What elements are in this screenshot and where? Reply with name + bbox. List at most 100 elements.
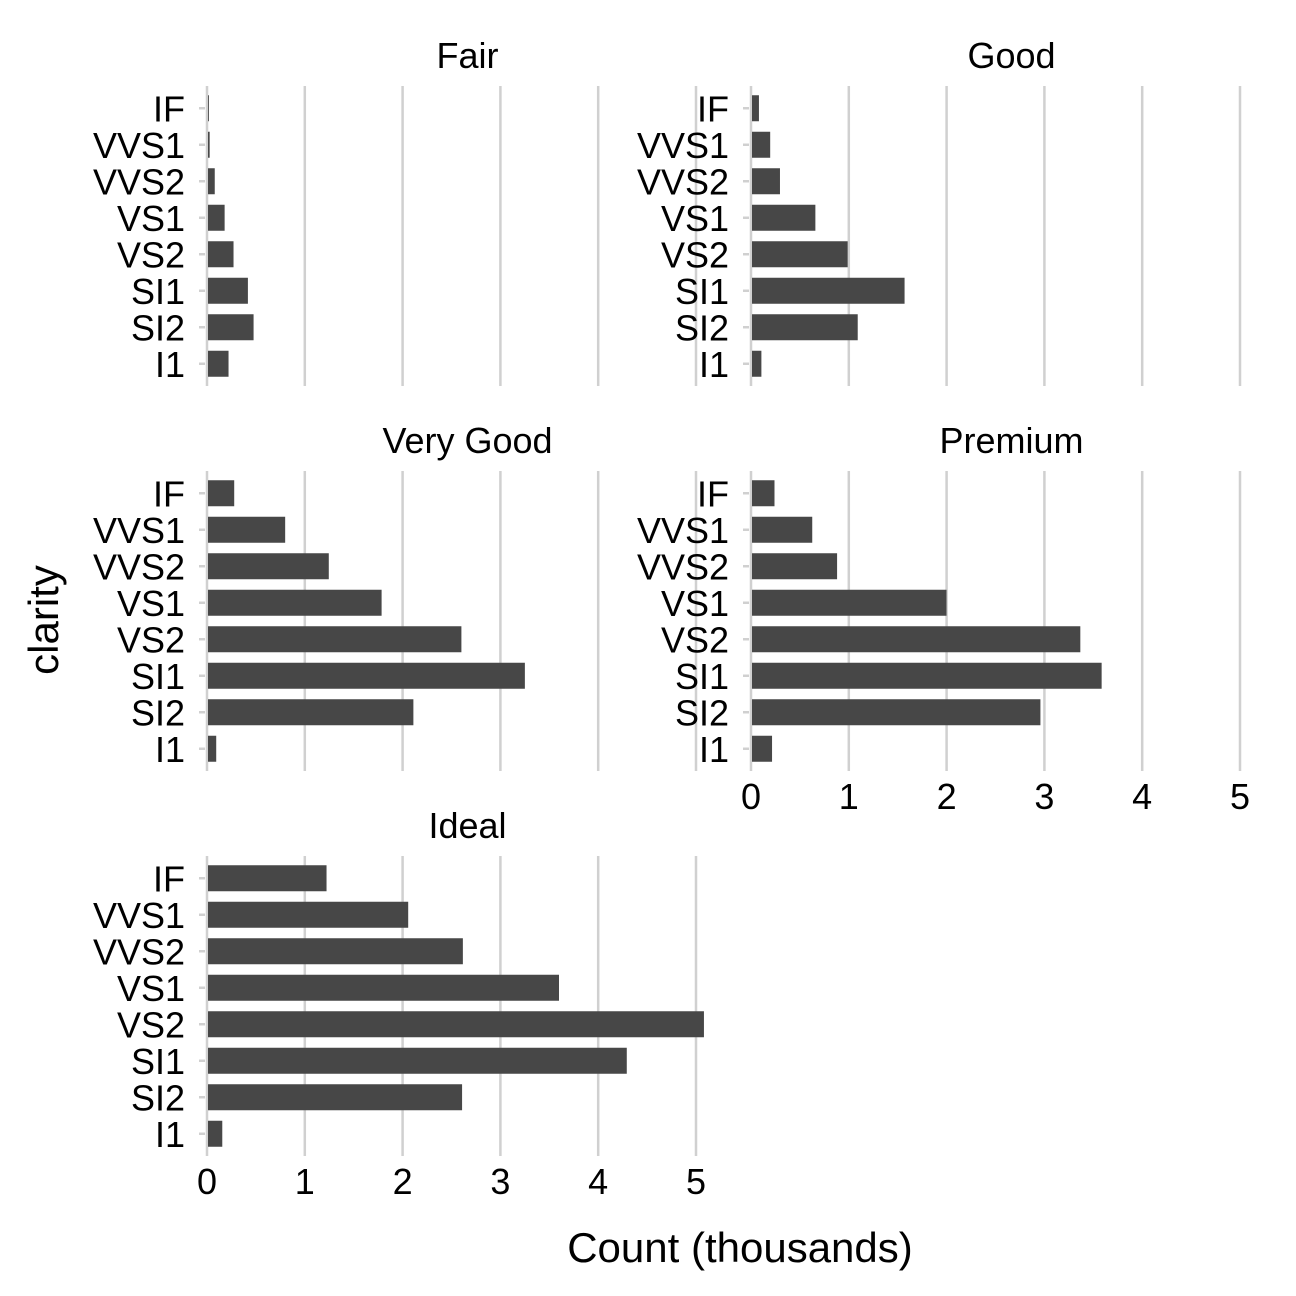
- y-tick-label-i1: I1: [155, 1114, 185, 1155]
- bar-good-si1: [752, 277, 905, 304]
- y-tick-label-vvs1: VVS1: [93, 510, 185, 551]
- x-tick-label-premium-4: 4: [1132, 776, 1152, 817]
- bar-ideal-vvs2: [208, 938, 463, 965]
- y-tick-label-si2: SI2: [675, 307, 729, 348]
- bar-very-good-vvs2: [208, 553, 329, 580]
- bar-ideal-vs1: [208, 974, 560, 1001]
- y-tick-label-si1: SI1: [675, 271, 729, 312]
- bar-premium-vvs1: [752, 516, 813, 543]
- bar-very-good-vs2: [208, 626, 462, 653]
- y-tick-label-si1: SI1: [131, 1041, 185, 1082]
- y-tick-label-vs2: VS2: [117, 234, 185, 275]
- bar-ideal-i1: [208, 1120, 223, 1147]
- bar-ideal-si1: [208, 1047, 627, 1074]
- y-tick-label-i1: I1: [699, 729, 729, 770]
- bar-fair-vs2: [208, 241, 234, 268]
- facet-title-fair: Fair: [437, 35, 499, 76]
- bar-very-good-if: [208, 480, 235, 507]
- y-tick-label-vs2: VS2: [117, 1004, 185, 1045]
- y-tick-label-vvs2: VVS2: [93, 546, 185, 587]
- facet-panels: FairIFVVS1VVS2VS1VS2SI1SI2I1GoodIFVVS1VV…: [93, 35, 1250, 1202]
- bar-good-vvs1: [752, 131, 771, 158]
- y-tick-label-vs2: VS2: [661, 619, 729, 660]
- y-tick-label-vvs1: VVS1: [93, 125, 185, 166]
- y-tick-label-vs1: VS1: [117, 968, 185, 1009]
- x-tick-label-premium-0: 0: [741, 776, 761, 817]
- bar-fair-si1: [208, 277, 248, 304]
- x-tick-label-premium-1: 1: [839, 776, 859, 817]
- bar-fair-if: [208, 95, 209, 122]
- bar-fair-vvs1: [208, 131, 210, 158]
- bar-premium-i1: [752, 735, 773, 762]
- bar-ideal-if: [208, 865, 327, 892]
- y-tick-label-vs2: VS2: [661, 234, 729, 275]
- bar-ideal-si2: [208, 1084, 463, 1111]
- y-tick-label-vs1: VS1: [661, 198, 729, 239]
- bar-premium-vvs2: [752, 553, 838, 580]
- y-tick-label-if: IF: [153, 473, 185, 514]
- x-tick-label-premium-5: 5: [1230, 776, 1250, 817]
- y-tick-label-vs1: VS1: [117, 583, 185, 624]
- bar-very-good-vs1: [208, 589, 382, 616]
- y-tick-label-vvs2: VVS2: [93, 161, 185, 202]
- bar-fair-vs1: [208, 204, 225, 231]
- x-tick-label-ideal-2: 2: [393, 1161, 413, 1202]
- y-tick-label-i1: I1: [699, 344, 729, 385]
- y-tick-label-si1: SI1: [131, 271, 185, 312]
- y-axis-title: clarity: [20, 565, 67, 675]
- bar-very-good-vvs1: [208, 516, 286, 543]
- y-tick-label-si1: SI1: [675, 656, 729, 697]
- facet-title-ideal: Ideal: [428, 805, 506, 846]
- bar-very-good-i1: [208, 735, 217, 762]
- bar-good-i1: [752, 350, 762, 377]
- y-tick-label-if: IF: [153, 858, 185, 899]
- bar-fair-si2: [208, 314, 254, 341]
- bar-good-vs2: [752, 241, 848, 268]
- x-tick-label-ideal-3: 3: [490, 1161, 510, 1202]
- y-tick-label-vvs1: VVS1: [637, 510, 729, 551]
- y-tick-label-i1: I1: [155, 729, 185, 770]
- facet-title-very-good: Very Good: [382, 420, 552, 461]
- bar-premium-si1: [752, 662, 1102, 689]
- y-tick-label-vvs2: VVS2: [637, 161, 729, 202]
- y-tick-label-si2: SI2: [131, 692, 185, 733]
- bar-premium-if: [752, 480, 775, 507]
- bar-good-vvs2: [752, 168, 780, 195]
- y-tick-label-vvs2: VVS2: [93, 931, 185, 972]
- y-tick-label-i1: I1: [155, 344, 185, 385]
- x-tick-label-premium-3: 3: [1034, 776, 1054, 817]
- y-tick-label-si2: SI2: [131, 1077, 185, 1118]
- bar-fair-vvs2: [208, 168, 215, 195]
- y-tick-label-vs1: VS1: [117, 198, 185, 239]
- y-tick-label-if: IF: [697, 88, 729, 129]
- y-tick-label-vvs1: VVS1: [93, 895, 185, 936]
- y-tick-label-if: IF: [697, 473, 729, 514]
- x-tick-label-ideal-1: 1: [295, 1161, 315, 1202]
- bar-good-vs1: [752, 204, 816, 231]
- x-tick-label-ideal-5: 5: [686, 1161, 706, 1202]
- bar-premium-vs1: [752, 589, 947, 616]
- bar-premium-si2: [752, 699, 1041, 726]
- x-tick-label-premium-2: 2: [937, 776, 957, 817]
- y-tick-label-vs1: VS1: [661, 583, 729, 624]
- y-tick-label-vs2: VS2: [117, 619, 185, 660]
- bar-very-good-si1: [208, 662, 525, 689]
- bar-ideal-vvs1: [208, 901, 409, 928]
- x-tick-label-ideal-0: 0: [197, 1161, 217, 1202]
- bar-fair-i1: [208, 350, 229, 377]
- bar-good-if: [752, 95, 759, 122]
- y-tick-label-si2: SI2: [131, 307, 185, 348]
- y-tick-label-if: IF: [153, 88, 185, 129]
- y-tick-label-vvs1: VVS1: [637, 125, 729, 166]
- y-tick-label-si1: SI1: [131, 656, 185, 697]
- x-axis-title: Count (thousands): [567, 1224, 913, 1271]
- y-tick-label-vvs2: VVS2: [637, 546, 729, 587]
- facet-title-premium: Premium: [939, 420, 1083, 461]
- x-tick-label-ideal-4: 4: [588, 1161, 608, 1202]
